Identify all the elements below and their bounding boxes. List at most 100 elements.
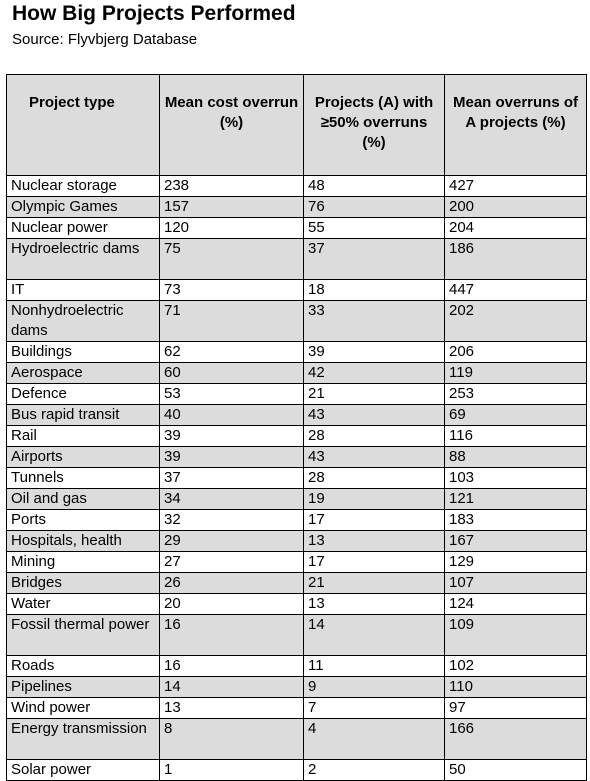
projects-table: Project type Mean cost overrun (%) Proje… — [6, 74, 587, 781]
cell-mean-cost-overrun: 1 — [159, 759, 304, 781]
cell-project-type: Solar power — [6, 759, 160, 781]
table-row: Hydroelectric dams 75 37 186 — [6, 238, 587, 280]
cell-mean-overruns-a: 50 — [444, 759, 587, 781]
cell-mean-cost-overrun: 238 — [159, 175, 304, 197]
cell-projects-a: 21 — [303, 383, 445, 405]
cell-mean-overruns-a: 167 — [444, 530, 587, 552]
cell-mean-overruns-a: 110 — [444, 676, 587, 698]
header-project-type: Project type — [6, 74, 160, 176]
cell-project-type: Nuclear power — [6, 217, 160, 239]
cell-projects-a: 28 — [303, 467, 445, 489]
table-row: IT 73 18 447 — [6, 279, 587, 301]
cell-projects-a: 13 — [303, 593, 445, 615]
cell-mean-overruns-a: 129 — [444, 551, 587, 573]
cell-mean-overruns-a: 204 — [444, 217, 587, 239]
table-row: Aerospace 60 42 119 — [6, 362, 587, 384]
cell-project-type: Aerospace — [6, 362, 160, 384]
cell-projects-a: 9 — [303, 676, 445, 698]
cell-mean-overruns-a: 200 — [444, 196, 587, 218]
cell-mean-overruns-a: 202 — [444, 300, 587, 342]
cell-mean-overruns-a: 97 — [444, 697, 587, 719]
cell-mean-cost-overrun: 34 — [159, 488, 304, 510]
cell-mean-cost-overrun: 39 — [159, 446, 304, 468]
cell-projects-a: 43 — [303, 404, 445, 426]
cell-mean-cost-overrun: 27 — [159, 551, 304, 573]
cell-projects-a: 55 — [303, 217, 445, 239]
table-row: Wind power 13 7 97 — [6, 697, 587, 719]
cell-projects-a: 14 — [303, 614, 445, 656]
cell-project-type: Bus rapid transit — [6, 404, 160, 426]
cell-project-type: Nuclear storage — [6, 175, 160, 197]
cell-mean-cost-overrun: 20 — [159, 593, 304, 615]
cell-mean-overruns-a: 116 — [444, 425, 587, 447]
table-row: Roads 16 11 102 — [6, 655, 587, 677]
table-row: Bridges 26 21 107 — [6, 572, 587, 594]
cell-project-type: Bridges — [6, 572, 160, 594]
cell-projects-a: 4 — [303, 718, 445, 760]
cell-project-type: Olympic Games — [6, 196, 160, 218]
cell-projects-a: 42 — [303, 362, 445, 384]
cell-mean-overruns-a: 166 — [444, 718, 587, 760]
cell-mean-overruns-a: 88 — [444, 446, 587, 468]
table-row: Water 20 13 124 — [6, 593, 587, 615]
cell-mean-cost-overrun: 32 — [159, 509, 304, 531]
cell-projects-a: 28 — [303, 425, 445, 447]
cell-projects-a: 43 — [303, 446, 445, 468]
cell-mean-cost-overrun: 13 — [159, 697, 304, 719]
cell-mean-cost-overrun: 60 — [159, 362, 304, 384]
cell-mean-overruns-a: 119 — [444, 362, 587, 384]
cell-projects-a: 2 — [303, 759, 445, 781]
cell-projects-a: 17 — [303, 551, 445, 573]
table-row: Hospitals, health 29 13 167 — [6, 530, 587, 552]
cell-project-type: Energy transmission — [6, 718, 160, 760]
cell-mean-cost-overrun: 53 — [159, 383, 304, 405]
table-row: Solar power 1 2 50 — [6, 759, 587, 781]
cell-mean-overruns-a: 109 — [444, 614, 587, 656]
table-row: Energy transmission 8 4 166 — [6, 718, 587, 760]
cell-projects-a: 76 — [303, 196, 445, 218]
cell-projects-a: 37 — [303, 238, 445, 280]
table-header: Project type Mean cost overrun (%) Proje… — [6, 74, 587, 176]
table-row: Pipelines 14 9 110 — [6, 676, 587, 698]
cell-project-type: Roads — [6, 655, 160, 677]
cell-project-type: Rail — [6, 425, 160, 447]
cell-mean-cost-overrun: 29 — [159, 530, 304, 552]
page-title: How Big Projects Performed — [12, 2, 296, 25]
cell-mean-overruns-a: 107 — [444, 572, 587, 594]
cell-projects-a: 17 — [303, 509, 445, 531]
cell-project-type: Water — [6, 593, 160, 615]
cell-projects-a: 18 — [303, 279, 445, 301]
cell-project-type: Wind power — [6, 697, 160, 719]
table-row: Buildings 62 39 206 — [6, 341, 587, 363]
cell-mean-cost-overrun: 62 — [159, 341, 304, 363]
cell-projects-a: 7 — [303, 697, 445, 719]
header-projects-a: Projects (A) with ≥50% overruns (%) — [303, 74, 445, 176]
cell-mean-overruns-a: 69 — [444, 404, 587, 426]
cell-project-type: Hospitals, health — [6, 530, 160, 552]
cell-mean-overruns-a: 124 — [444, 593, 587, 615]
cell-project-type: Fossil thermal power — [6, 614, 160, 656]
table-row: Nuclear power 120 55 204 — [6, 217, 587, 239]
cell-mean-overruns-a: 447 — [444, 279, 587, 301]
cell-mean-overruns-a: 427 — [444, 175, 587, 197]
header-row: Project type Mean cost overrun (%) Proje… — [6, 74, 587, 176]
table-row: Bus rapid transit 40 43 69 — [6, 404, 587, 426]
table-row: Defence 53 21 253 — [6, 383, 587, 405]
cell-mean-cost-overrun: 26 — [159, 572, 304, 594]
cell-mean-cost-overrun: 157 — [159, 196, 304, 218]
table-row: Nonhydroelectric dams 71 33 202 — [6, 300, 587, 342]
cell-projects-a: 11 — [303, 655, 445, 677]
header-mean-overruns-a: Mean overruns of A projects (%) — [444, 74, 587, 176]
cell-projects-a: 21 — [303, 572, 445, 594]
table-row: Airports 39 43 88 — [6, 446, 587, 468]
cell-project-type: Mining — [6, 551, 160, 573]
cell-mean-overruns-a: 103 — [444, 467, 587, 489]
table-body: Nuclear storage 238 48 427 Olympic Games 157 7… — [6, 175, 587, 781]
cell-mean-overruns-a: 186 — [444, 238, 587, 280]
cell-mean-cost-overrun: 37 — [159, 467, 304, 489]
table-row: Nuclear storage 238 48 427 — [6, 175, 587, 197]
cell-mean-cost-overrun: 39 — [159, 425, 304, 447]
cell-mean-cost-overrun: 14 — [159, 676, 304, 698]
cell-project-type: IT — [6, 279, 160, 301]
header-mean-cost-overrun: Mean cost overrun (%) — [159, 74, 304, 176]
